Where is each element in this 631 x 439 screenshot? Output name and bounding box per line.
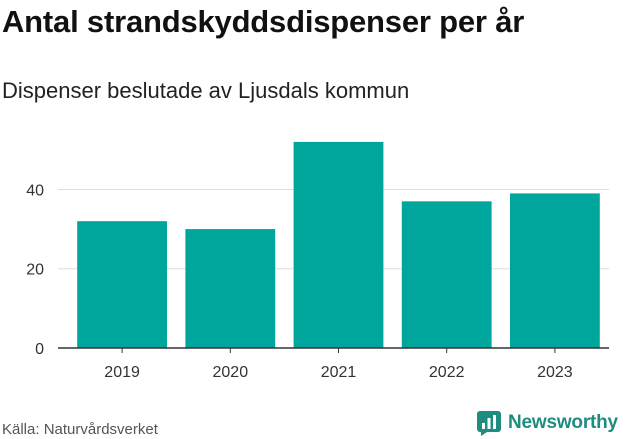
bar-2023	[509, 193, 600, 348]
bar-2020	[185, 229, 276, 348]
y-tick-label: 0	[35, 341, 44, 358]
chart-subtitle: Dispenser beslutade av Ljusdals kommun	[2, 78, 410, 103]
axes: 0 20 40 2019 2020 2021 2022 2023	[26, 182, 609, 381]
chart-title: Antal strandskyddsdispenser per år	[2, 4, 525, 39]
y-tick-label: 40	[26, 182, 44, 199]
x-tick-label: 2021	[321, 364, 357, 381]
x-tick-label: 2019	[104, 364, 140, 381]
x-tick-label: 2023	[537, 364, 573, 381]
bar-2021	[293, 141, 384, 348]
bar-chart: 0 20 40 2019 2020 2021 2022 2023	[26, 141, 609, 381]
newsworthy-logo-icon	[477, 411, 501, 436]
brand-logo: Newsworthy	[476, 410, 618, 436]
brand-name: Newsworthy	[508, 412, 618, 433]
x-tick-label: 2022	[429, 364, 465, 381]
bars	[77, 141, 600, 348]
y-tick-label: 20	[26, 262, 44, 279]
bar-2019	[77, 221, 168, 348]
bar-2022	[401, 201, 492, 348]
x-tick-label: 2020	[213, 364, 249, 381]
source-note: Källa: Naturvårdsverket	[2, 421, 158, 438]
